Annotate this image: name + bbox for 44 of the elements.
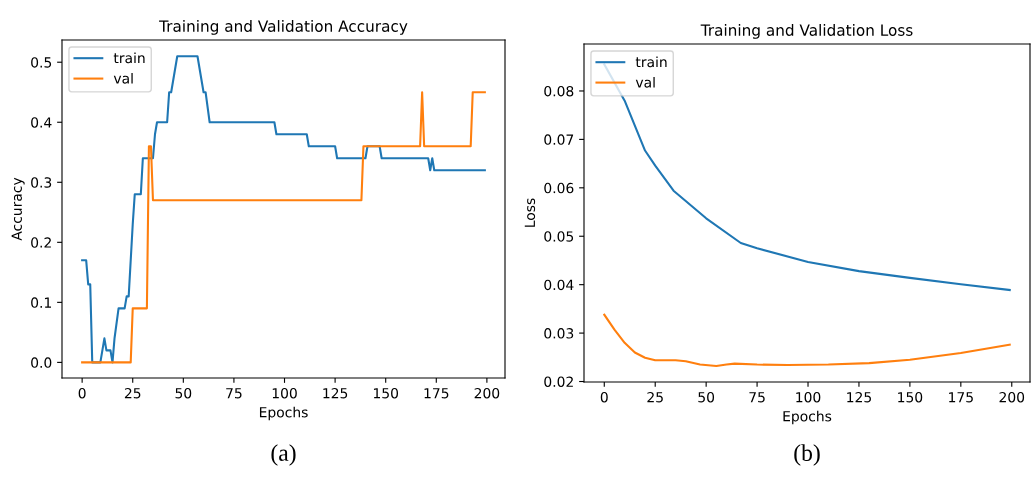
x-tick-label: 100 (272, 387, 297, 399)
legend-label: train (635, 56, 667, 68)
x-tick-label: 0 (78, 387, 86, 399)
x-tick-label: 200 (999, 391, 1025, 403)
x-tick-label: 50 (175, 387, 192, 399)
chart-title: Training and Validation Loss (700, 24, 913, 39)
chart-title: Training and Validation Accuracy (159, 20, 408, 35)
text: (a) (271, 444, 296, 466)
y-tick-label: 0.03 (544, 328, 574, 339)
x-tick-label: 75 (226, 388, 242, 399)
y-tick-label: 0.4 (31, 117, 52, 128)
x-tick-label: 25 (647, 391, 663, 403)
x-tick-label: 50 (698, 391, 715, 403)
text: (b) (794, 444, 820, 466)
y-tick-label: 0.2 (31, 237, 51, 248)
y-tick-label: 0.5 (31, 57, 52, 68)
x-tick-label: 125 (847, 391, 871, 403)
x-tick-label: 100 (796, 391, 821, 403)
x-tick-label: 125 (323, 387, 348, 399)
y-tick-label: 0.04 (544, 279, 574, 291)
legend-label: val (113, 72, 133, 84)
y-tick-label: 0.1 (31, 297, 51, 308)
x-tick-label: 150 (373, 387, 399, 399)
x-tick-label: 0 (600, 391, 608, 403)
x-tick-label: 75 (749, 392, 765, 403)
x-axis-title: Epochs (259, 406, 308, 421)
x-tick-label: 25 (124, 387, 141, 399)
y-axis-title: Loss (524, 198, 536, 227)
x-tick-label: 175 (949, 392, 973, 403)
y-tick-label: 0.3 (31, 177, 52, 188)
x-tick-label: 200 (474, 387, 500, 399)
x-axis-title: Epochs (783, 410, 832, 425)
y-axis-title: Accuracy (11, 177, 25, 241)
y-tick-label: 0.0 (31, 357, 52, 368)
x-tick-label: 175 (424, 388, 449, 399)
legend-label: val (635, 76, 655, 88)
y-tick-label: 0.06 (544, 182, 574, 194)
legend-label: train (113, 52, 145, 64)
y-tick-label: 0.05 (544, 231, 574, 242)
line-series (603, 313, 1011, 368)
y-tick-label: 0.02 (544, 376, 573, 387)
y-tick-label: 0.08 (544, 85, 574, 97)
x-tick-label: 150 (898, 391, 923, 403)
y-tick-label: 0.07 (544, 134, 574, 145)
